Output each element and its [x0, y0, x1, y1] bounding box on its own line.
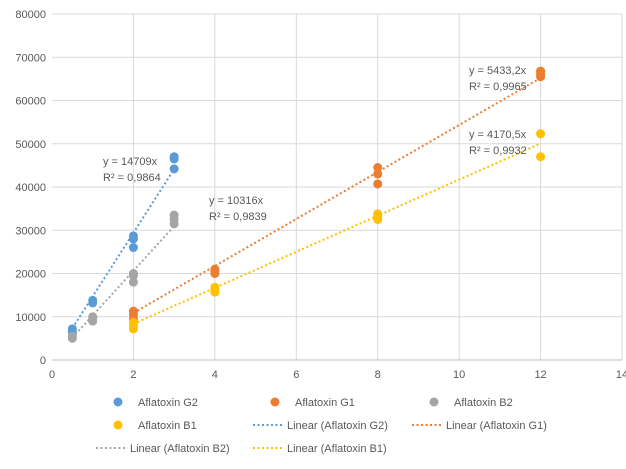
axes: 0 10000 20000 30000 40000 50000 60000 70000 8000…	[15, 9, 626, 381]
x-tick-label: 14	[616, 369, 626, 381]
point-aflatoxin-g1	[210, 264, 220, 274]
x-tick-label: 2	[130, 369, 136, 381]
legend-label: Aflatoxin G2	[138, 397, 198, 409]
legend-label: Linear (Aflatoxin B2)	[130, 443, 230, 455]
gridlines	[52, 13, 623, 360]
x-tick-label: 8	[375, 369, 381, 381]
legend-label: Aflatoxin G1	[295, 397, 355, 409]
trendline-linear-aflatoxin-b1	[133, 142, 541, 325]
y-tick-label: 50000	[15, 139, 46, 151]
legend-marker	[113, 397, 123, 407]
point-aflatoxin-g1	[373, 163, 383, 173]
legend-item: Aflatoxin B1	[113, 420, 197, 432]
x-tick-label: 12	[534, 369, 546, 381]
trendline-r2: R² = 0,9932	[469, 145, 527, 157]
trendlines	[71, 77, 542, 339]
legend-label: Linear (Aflatoxin G2)	[287, 420, 388, 432]
y-tick-label: 0	[40, 355, 46, 367]
point-aflatoxin-g2	[128, 231, 138, 241]
x-tick-label: 6	[293, 369, 299, 381]
legend-label: Aflatoxin B2	[454, 397, 513, 409]
trendline-equation: y = 5433,2x	[469, 65, 527, 77]
point-aflatoxin-b1	[536, 129, 546, 139]
y-tick-label: 40000	[15, 182, 46, 194]
point-aflatoxin-g1	[128, 306, 138, 316]
point-aflatoxin-b1	[128, 317, 138, 327]
point-aflatoxin-g1	[373, 169, 383, 179]
x-tick-label: 0	[49, 369, 55, 381]
legend-label: Aflatoxin B1	[138, 420, 197, 432]
x-tick-label: 4	[212, 369, 218, 381]
legend-item: Linear (Aflatoxin G2)	[253, 420, 388, 432]
trendline-linear-aflatoxin-g2	[71, 168, 175, 329]
legend-label: Linear (Aflatoxin G1)	[446, 420, 547, 432]
y-tick-label: 60000	[15, 96, 46, 108]
trendline-equations: y = 14709x R² = 0,9864 y = 5433,2x R² = 0,9…	[103, 65, 527, 223]
point-aflatoxin-b1	[536, 152, 546, 162]
point-aflatoxin-b2	[128, 269, 138, 278]
y-tick-label: 80000	[15, 9, 46, 21]
legend-item: Aflatoxin G2	[113, 397, 198, 409]
trendline-r2: R² = 0,9965	[469, 81, 527, 93]
trendline-r2: R² = 0,9864	[103, 172, 161, 184]
y-tick-label: 20000	[15, 269, 46, 281]
legend-item: Aflatoxin G1	[270, 397, 355, 409]
legend: Aflatoxin G2 Aflatoxin G1 Aflatoxin B2 Afla…	[96, 397, 547, 455]
trendline-equation: y = 10316x	[209, 195, 264, 207]
trendline-linear-aflatoxin-g1	[132, 77, 542, 314]
point-aflatoxin-b2	[67, 331, 77, 341]
trendline-equation: y = 14709x	[103, 156, 158, 168]
point-aflatoxin-g2	[88, 295, 98, 305]
x-tick-label: 10	[453, 369, 465, 381]
point-aflatoxin-g1	[373, 179, 383, 189]
point-aflatoxin-b2	[128, 277, 138, 287]
point-aflatoxin-g2	[169, 152, 179, 162]
y-tick-label: 30000	[15, 225, 46, 237]
trendline-linear-aflatoxin-b2	[71, 225, 175, 339]
point-aflatoxin-g1	[536, 66, 546, 76]
legend-item: Linear (Aflatoxin G1)	[412, 420, 547, 432]
legend-item: Linear (Aflatoxin B1)	[253, 443, 387, 455]
data-points	[67, 66, 546, 343]
point-aflatoxin-g2	[169, 164, 179, 174]
legend-marker	[429, 397, 439, 407]
point-aflatoxin-b2	[88, 312, 98, 322]
legend-label: Linear (Aflatoxin B1)	[287, 443, 387, 455]
point-aflatoxin-g2	[67, 324, 77, 334]
trendline-r2: R² = 0,9839	[209, 211, 267, 223]
point-aflatoxin-g2	[128, 243, 138, 253]
point-aflatoxin-b1	[210, 282, 220, 292]
point-aflatoxin-b2	[169, 210, 179, 220]
legend-item: Aflatoxin B2	[429, 397, 513, 409]
y-tick-label: 70000	[15, 52, 46, 64]
trendline-equation: y = 4170,5x	[469, 129, 527, 141]
y-tick-label: 10000	[15, 312, 46, 324]
legend-marker	[113, 420, 123, 430]
legend-item: Linear (Aflatoxin B2)	[96, 443, 230, 455]
legend-marker	[270, 397, 280, 407]
point-aflatoxin-b1	[373, 209, 383, 219]
